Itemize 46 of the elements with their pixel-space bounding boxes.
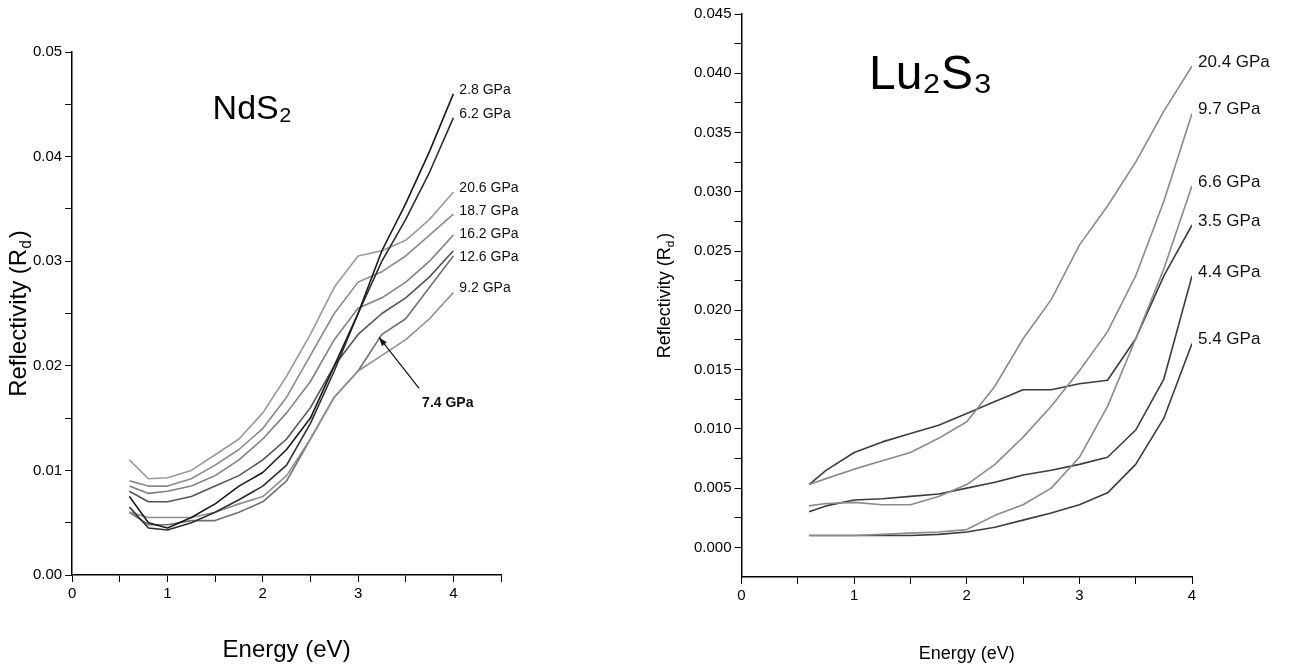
- y-tick-label: 0.015: [693, 359, 732, 377]
- x-tick-label: 0: [737, 586, 746, 604]
- series-label: 9.2 GPa: [459, 279, 511, 296]
- x-tick-label: 4: [1187, 586, 1197, 604]
- series-label: 16.2 GPa: [459, 225, 519, 242]
- x-tick-label: 3: [353, 584, 363, 602]
- x-tick-label: 4: [449, 584, 458, 602]
- x-tick-label: 2: [962, 586, 971, 604]
- series-label: 20.6 GPa: [459, 179, 519, 196]
- text: Lu₂S₃: [868, 46, 993, 100]
- x-axis-title: Energy (eV): [918, 643, 1015, 664]
- y-tick-label: 0.03: [32, 251, 63, 269]
- y-tick-label: 0.010: [693, 418, 732, 436]
- x-axis-title: Energy (eV): [222, 634, 351, 662]
- y-tick-label: 0.035: [693, 122, 732, 140]
- series-label: 3.5 GPa: [1198, 210, 1261, 230]
- x-tick-label: 1: [163, 584, 172, 602]
- text: NdS₂: [212, 87, 292, 126]
- y-tick-label: 0.045: [693, 4, 732, 22]
- y-tick-label: 0.005: [693, 478, 732, 496]
- series-label: 2.8 GPa: [459, 80, 511, 97]
- y-tick-label: 0.02: [32, 355, 63, 373]
- series-label: 4.4 GPa: [1198, 261, 1261, 281]
- series-label: 9.7 GPa: [1198, 99, 1261, 119]
- y-tick-label: 0.01: [32, 460, 63, 478]
- y-tick-label: 0.05: [32, 42, 63, 60]
- annotation: 7.4 GPa: [422, 394, 474, 411]
- series-label: 6.6 GPa: [1198, 171, 1261, 191]
- series-label: 5.4 GPa: [1198, 329, 1261, 349]
- y-tick-label: 0.025: [693, 241, 732, 259]
- y-tick-label: 0.020: [693, 300, 732, 318]
- series-label: 18.7 GPa: [459, 202, 519, 219]
- y-axis-title: Reflectivity (Rd): [3, 230, 34, 397]
- series-label: 20.4 GPa: [1198, 51, 1271, 71]
- y-tick-label: 0.040: [693, 63, 732, 81]
- x-tick-label: 0: [68, 584, 77, 602]
- y-axis-title: Reflectivity (Rd): [654, 232, 677, 359]
- y-tick-label: 0.04: [32, 146, 63, 164]
- x-tick-label: 1: [849, 586, 859, 604]
- series-label: 6.2 GPa: [459, 104, 511, 121]
- y-tick-label: 0.00: [32, 565, 63, 583]
- y-tick-label: 0.030: [693, 181, 732, 199]
- x-tick-label: 2: [258, 584, 267, 602]
- y-tick-label: 0.000: [693, 537, 732, 555]
- series-label: 12.6 GPa: [459, 248, 519, 265]
- x-tick-label: 3: [1075, 586, 1084, 604]
